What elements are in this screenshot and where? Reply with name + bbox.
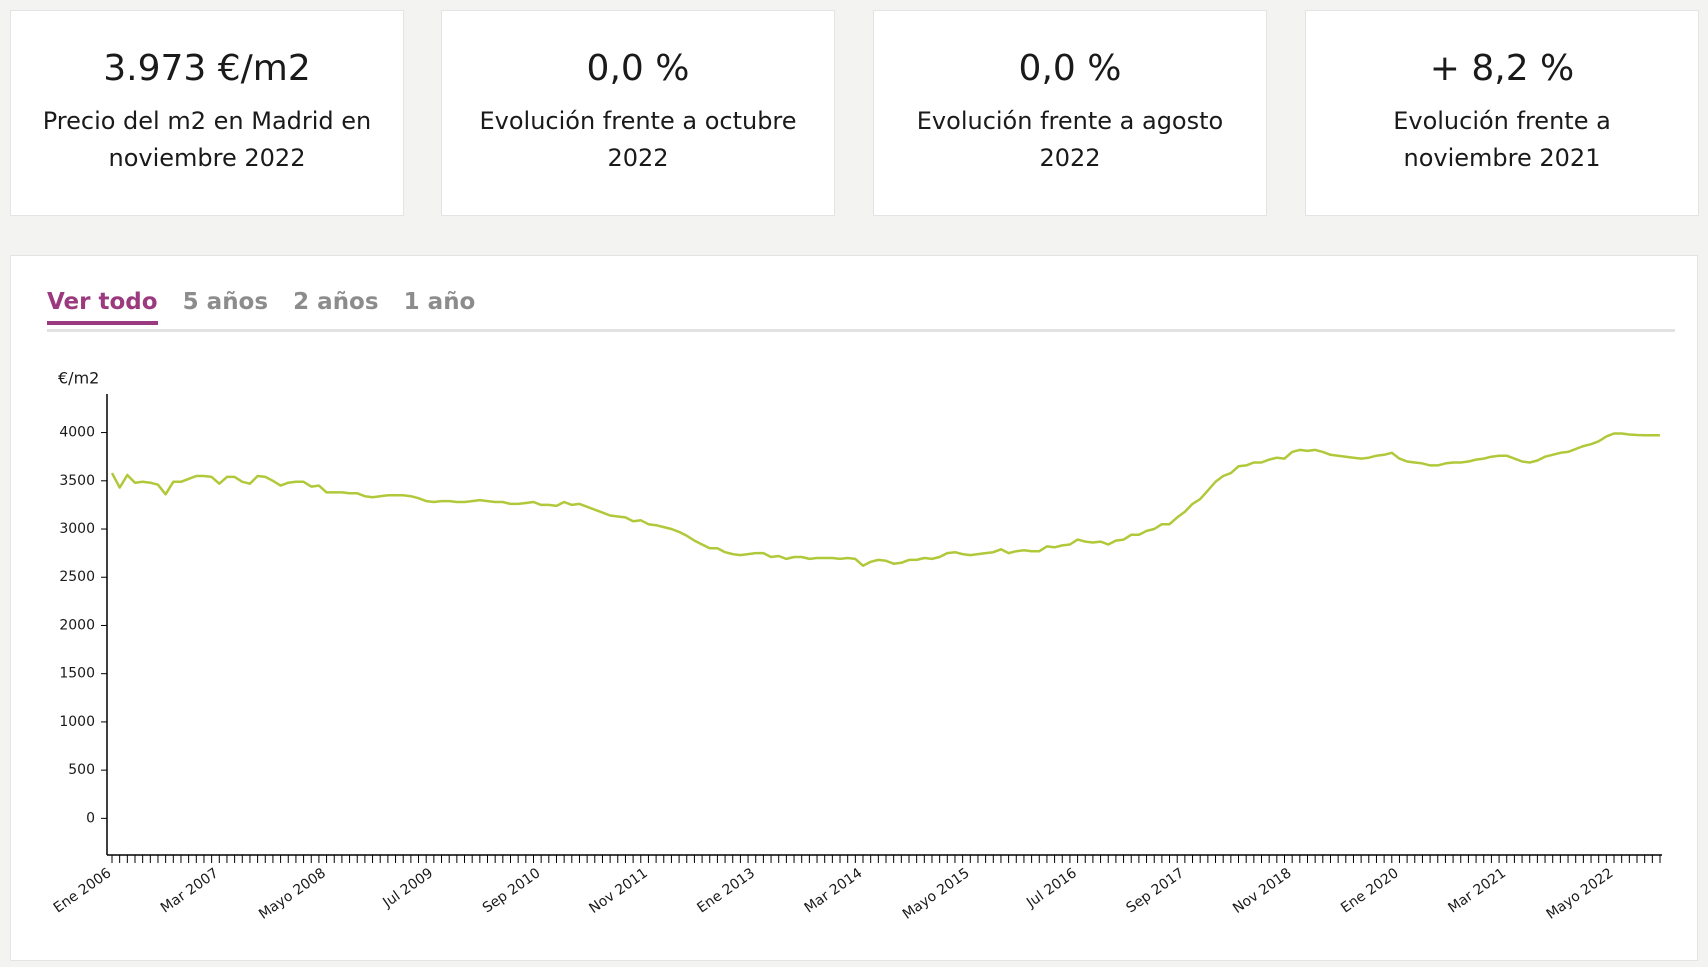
x-tick-label: Jul 2016 xyxy=(1023,865,1080,911)
x-tick-label: Mayo 2015 xyxy=(900,865,973,923)
tab[interactable]: 2 años xyxy=(293,289,379,315)
x-tick-label: Mayo 2008 xyxy=(256,865,329,923)
tab-bar: Ver todo 5 años 2 años 1 año xyxy=(47,289,1675,332)
x-tick-label: Ene 2006 xyxy=(51,865,115,916)
x-tick-label: Ene 2020 xyxy=(1338,865,1402,916)
y-tick-label: 500 xyxy=(68,762,95,778)
y-tick-label: 2500 xyxy=(59,569,95,585)
x-tick-label: Jul 2009 xyxy=(379,865,436,911)
y-tick-label: 3500 xyxy=(59,473,95,489)
stat-label: Evolución frente a agosto 2022 xyxy=(916,107,1224,172)
line-series xyxy=(110,432,1660,567)
x-tick-label: Mar 2021 xyxy=(1445,865,1509,916)
stat-value: 0,0 % xyxy=(586,48,690,89)
y-tick-label: 1500 xyxy=(59,666,95,682)
stat-value: + 8,2 % xyxy=(1429,48,1575,89)
y-tick-label: 4000 xyxy=(59,425,95,441)
x-tick-label: Sep 2017 xyxy=(1124,865,1188,916)
tab[interactable]: Ver todo xyxy=(47,289,158,325)
stat-value: 3.973 €/m2 xyxy=(103,48,311,89)
chart-panel: Ver todo 5 años 2 años 1 año xyxy=(10,255,1698,961)
y-tick-label: 1000 xyxy=(59,714,95,730)
stat-value: 0,0 % xyxy=(1018,48,1122,89)
y-tick-label: 2000 xyxy=(59,617,95,633)
x-tick-label: Mayo 2022 xyxy=(1544,865,1617,923)
y-axis-label: €/m2 xyxy=(58,369,99,388)
y-tick-label: 0 xyxy=(86,810,95,826)
stat-card: + 8,2 % Evolución frente a noviembre 202… xyxy=(1305,10,1699,216)
stat-card: 0,0 % Evolución frente a octubre 2022 xyxy=(441,10,835,216)
stat-label: Evolución frente a noviembre 2021 xyxy=(1393,107,1611,172)
stat-card: 3.973 €/m2 Precio del m2 en Madrid en no… xyxy=(10,10,404,216)
x-tick-label: Mar 2007 xyxy=(158,865,222,916)
y-tick-label: 3000 xyxy=(59,521,95,537)
x-tick-label: Mar 2014 xyxy=(802,865,866,916)
stat-label: Evolución frente a octubre 2022 xyxy=(479,107,797,172)
tab[interactable]: 1 año xyxy=(403,289,476,315)
stat-card: 0,0 % Evolución frente a agosto 2022 xyxy=(873,10,1267,216)
x-tick-label: Nov 2011 xyxy=(586,865,650,917)
x-tick-label: Sep 2010 xyxy=(480,865,544,916)
tab[interactable]: 5 años xyxy=(182,289,269,315)
stat-label: Precio del m2 en Madrid en noviembre 202… xyxy=(42,107,372,172)
x-tick-label: Ene 2013 xyxy=(694,865,758,916)
x-tick-label: Nov 2018 xyxy=(1230,865,1294,917)
